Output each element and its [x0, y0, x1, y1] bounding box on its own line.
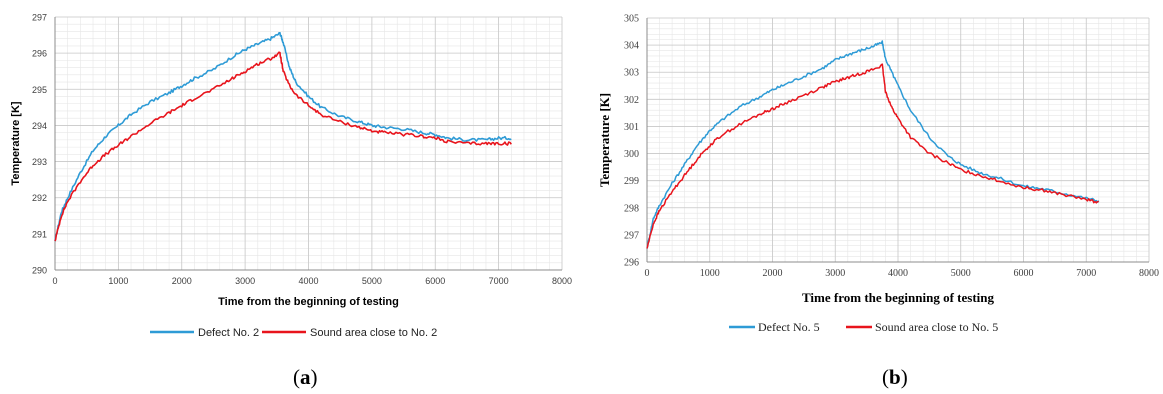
series-line-sound-area — [54, 51, 512, 242]
y-axis-label: Temperature [K] — [10, 101, 22, 185]
legend: Defect No. 2 Sound area close to No. 2 — [150, 327, 437, 339]
y-tick-label: 292 — [32, 193, 47, 203]
y-tick-label: 305 — [624, 14, 639, 25]
x-tick-label: 0 — [52, 276, 57, 286]
x-tick-label: 5000 — [362, 276, 382, 286]
panel-caption-letter: b — [889, 365, 901, 389]
x-tick-label: 1000 — [108, 276, 128, 286]
chart-a-svg: 0 1000 2000 3000 4000 5000 6000 7000 8000 290 291 2… — [10, 13, 572, 390]
x-tick-label: 2000 — [763, 268, 783, 279]
panel-caption: (b) — [882, 365, 908, 389]
x-axis-label: Time from the beginning of testing — [218, 296, 399, 308]
y-tick-label: 296 — [32, 49, 47, 59]
y-tick-label: 297 — [624, 230, 639, 241]
x-tick-label: 6000 — [425, 276, 445, 286]
chart-b-svg: 0 1000 2000 3000 4000 5000 6000 7000 8000 296 297 2… — [597, 14, 1159, 390]
x-tick-label: 8000 — [1139, 268, 1159, 279]
panel-caption: (a) — [293, 365, 318, 389]
y-axis-label: Temperature [K] — [597, 93, 612, 187]
x-tick-label: 7000 — [489, 276, 509, 286]
x-tick-label: 6000 — [1014, 268, 1034, 279]
panel-caption-open: ( — [882, 365, 889, 389]
y-tick-label: 296 — [624, 258, 639, 269]
series-line-sound-area — [646, 63, 1099, 249]
x-axis-label: Time from the beginning of testing — [802, 290, 994, 305]
y-tick-label: 293 — [32, 157, 47, 167]
y-tick-label: 291 — [32, 229, 47, 239]
series-line-defect — [646, 40, 1100, 249]
panel-caption-letter: a — [300, 365, 311, 389]
x-tick-label: 3000 — [235, 276, 255, 286]
panel-caption-open: ( — [293, 365, 300, 389]
series-line-defect — [54, 31, 512, 242]
chart-panel-b: 0 1000 2000 3000 4000 5000 6000 7000 8000 296 297 2… — [582, 0, 1163, 394]
panel-caption-close: ) — [311, 365, 318, 389]
y-tick-label: 299 — [624, 176, 639, 187]
x-tick-label: 4000 — [888, 268, 908, 279]
x-tick-label: 2000 — [172, 276, 192, 286]
legend-label: Defect No. 2 — [198, 327, 259, 339]
y-tick-label: 300 — [624, 149, 639, 160]
y-tick-label: 303 — [624, 68, 639, 79]
y-tick-label: 302 — [624, 95, 639, 106]
x-tick-label: 8000 — [552, 276, 572, 286]
x-tick-label: 4000 — [298, 276, 318, 286]
y-tick-label: 298 — [624, 203, 639, 214]
x-tick-label: 5000 — [951, 268, 971, 279]
chart-panel-a: 0 1000 2000 3000 4000 5000 6000 7000 8000 290 291 2… — [0, 0, 580, 394]
y-tick-label: 290 — [32, 266, 47, 276]
legend-label: Sound area close to No. 5 — [875, 320, 998, 334]
x-tick-label: 7000 — [1076, 268, 1096, 279]
legend: Defect No. 5 Sound area close to No. 5 — [729, 320, 998, 334]
y-tick-label: 304 — [624, 41, 639, 52]
major-gridlines — [54, 16, 563, 271]
x-tick-label: 1000 — [700, 268, 720, 279]
panel-caption-close: ) — [901, 365, 908, 389]
y-tick-label: 297 — [32, 13, 47, 23]
legend-label: Sound area close to No. 2 — [310, 327, 437, 339]
x-tick-label: 0 — [645, 268, 650, 279]
legend-label: Defect No. 5 — [758, 320, 820, 334]
x-tick-label: 3000 — [825, 268, 845, 279]
y-tick-label: 294 — [32, 121, 47, 131]
y-tick-label: 295 — [32, 85, 47, 95]
y-tick-label: 301 — [624, 122, 639, 133]
